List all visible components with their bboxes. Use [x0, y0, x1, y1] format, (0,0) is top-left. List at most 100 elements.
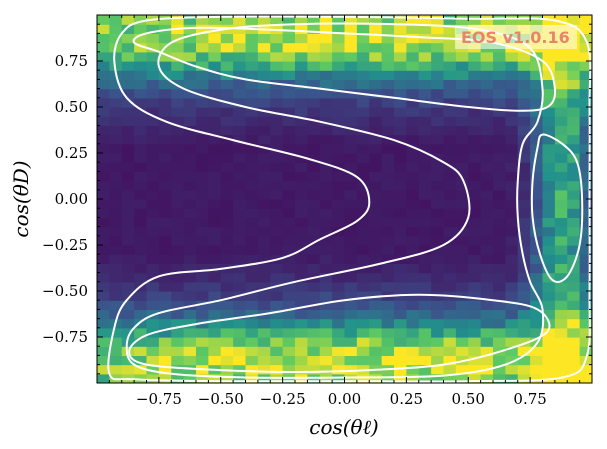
- heatmap-cell: [431, 346, 445, 356]
- heatmap-cell: [282, 364, 296, 375]
- heatmap-cell: [158, 153, 172, 163]
- heatmap-cell: [146, 189, 160, 200]
- heatmap-cell: [158, 235, 172, 246]
- heatmap-cell: [542, 51, 556, 62]
- heatmap-cell: [480, 373, 494, 383]
- heatmap-cell: [146, 355, 160, 366]
- heatmap-cell: [418, 217, 432, 228]
- heatmap-cell: [455, 235, 469, 246]
- heatmap-cell: [319, 272, 333, 283]
- heatmap-cell: [567, 254, 581, 264]
- heatmap-cell: [418, 162, 432, 172]
- heatmap-cell: [431, 327, 445, 338]
- heatmap-cell: [381, 143, 395, 154]
- heatmap-cell: [109, 51, 123, 62]
- heatmap-cell: [233, 70, 247, 80]
- heatmap-cell: [146, 42, 160, 53]
- heatmap-cell: [233, 189, 247, 200]
- heatmap-cell: [369, 42, 383, 53]
- heatmap-cell: [121, 309, 135, 320]
- heatmap-cell: [381, 88, 395, 99]
- heatmap-cell: [332, 134, 346, 145]
- heatmap-cell: [233, 245, 247, 255]
- heatmap-cell: [579, 134, 592, 145]
- heatmap-cell: [245, 208, 259, 218]
- heatmap-cell: [307, 263, 321, 274]
- heatmap-cell: [554, 97, 568, 108]
- heatmap-cell: [208, 15, 222, 25]
- heatmap-cell: [369, 346, 383, 356]
- heatmap-cell: [134, 79, 148, 90]
- heatmap-cell: [480, 153, 494, 163]
- heatmap-cell: [394, 153, 407, 163]
- heatmap-cell: [158, 180, 172, 191]
- heatmap-cell: [257, 162, 271, 172]
- heatmap-cell: [134, 300, 148, 310]
- heatmap-cell: [369, 107, 383, 117]
- heatmap-cell: [146, 143, 160, 154]
- heatmap-cell: [567, 226, 581, 237]
- heatmap-cell: [567, 327, 581, 338]
- heatmap-cell: [455, 199, 469, 209]
- heatmap-cell: [270, 15, 284, 25]
- heatmap-cell: [319, 199, 333, 209]
- heatmap-cell: [307, 162, 321, 172]
- heatmap-cell: [97, 42, 110, 53]
- heatmap-cell: [245, 97, 259, 108]
- heatmap-cell: [554, 281, 568, 292]
- heatmap-cell: [196, 107, 209, 117]
- heatmap-cell: [208, 245, 222, 255]
- heatmap-cell: [567, 153, 581, 163]
- heatmap-cell: [183, 309, 197, 320]
- heatmap-cell: [257, 42, 271, 53]
- heatmap-cell: [121, 70, 135, 80]
- heatmap-cell: [208, 199, 222, 209]
- heatmap-cell: [332, 153, 346, 163]
- heatmap-cell: [554, 208, 568, 218]
- heatmap-cell: [121, 180, 135, 191]
- heatmap-cell: [171, 42, 185, 53]
- heatmap-cell: [455, 245, 469, 255]
- heatmap-cell: [443, 318, 457, 329]
- heatmap-cell: [468, 79, 482, 90]
- heatmap-cell: [146, 61, 160, 71]
- heatmap-cell: [196, 24, 209, 34]
- heatmap-cell: [97, 70, 110, 80]
- heatmap-cell: [505, 281, 519, 292]
- heatmap-cell: [406, 180, 420, 191]
- heatmap-cell: [171, 162, 185, 172]
- heatmap-cell: [319, 337, 333, 347]
- heatmap-cell: [418, 337, 432, 347]
- heatmap-cell: [270, 226, 284, 237]
- heatmap-cell: [554, 162, 568, 172]
- heatmap-cell: [257, 33, 271, 44]
- x-tick-label: 0.25: [390, 390, 423, 408]
- heatmap-cell: [307, 254, 321, 264]
- heatmap-cell: [369, 337, 383, 347]
- heatmap-cell: [517, 327, 531, 338]
- heatmap-cell: [455, 180, 469, 191]
- heatmap-cell: [319, 364, 333, 375]
- heatmap-cell: [319, 116, 333, 126]
- heatmap-cell: [97, 254, 110, 264]
- heatmap-cell: [146, 373, 160, 383]
- heatmap-cell: [319, 162, 333, 172]
- heatmap-cell: [344, 88, 358, 99]
- heatmap-cell: [245, 245, 259, 255]
- heatmap-cell: [134, 134, 148, 145]
- heatmap-cell: [443, 180, 457, 191]
- heatmap-cell: [319, 125, 333, 136]
- heatmap-cell: [356, 189, 370, 200]
- heatmap-cell: [134, 189, 148, 200]
- heatmap-cell: [406, 254, 420, 264]
- heatmap-cell: [257, 337, 271, 347]
- heatmap-cell: [431, 51, 445, 62]
- heatmap-cell: [109, 143, 123, 154]
- heatmap-cell: [356, 107, 370, 117]
- heatmap-cell: [394, 337, 407, 347]
- heatmap-cell: [270, 162, 284, 172]
- heatmap-cell: [208, 79, 222, 90]
- heatmap-cell: [431, 189, 445, 200]
- heatmap-cell: [134, 208, 148, 218]
- heatmap-cell: [282, 254, 296, 264]
